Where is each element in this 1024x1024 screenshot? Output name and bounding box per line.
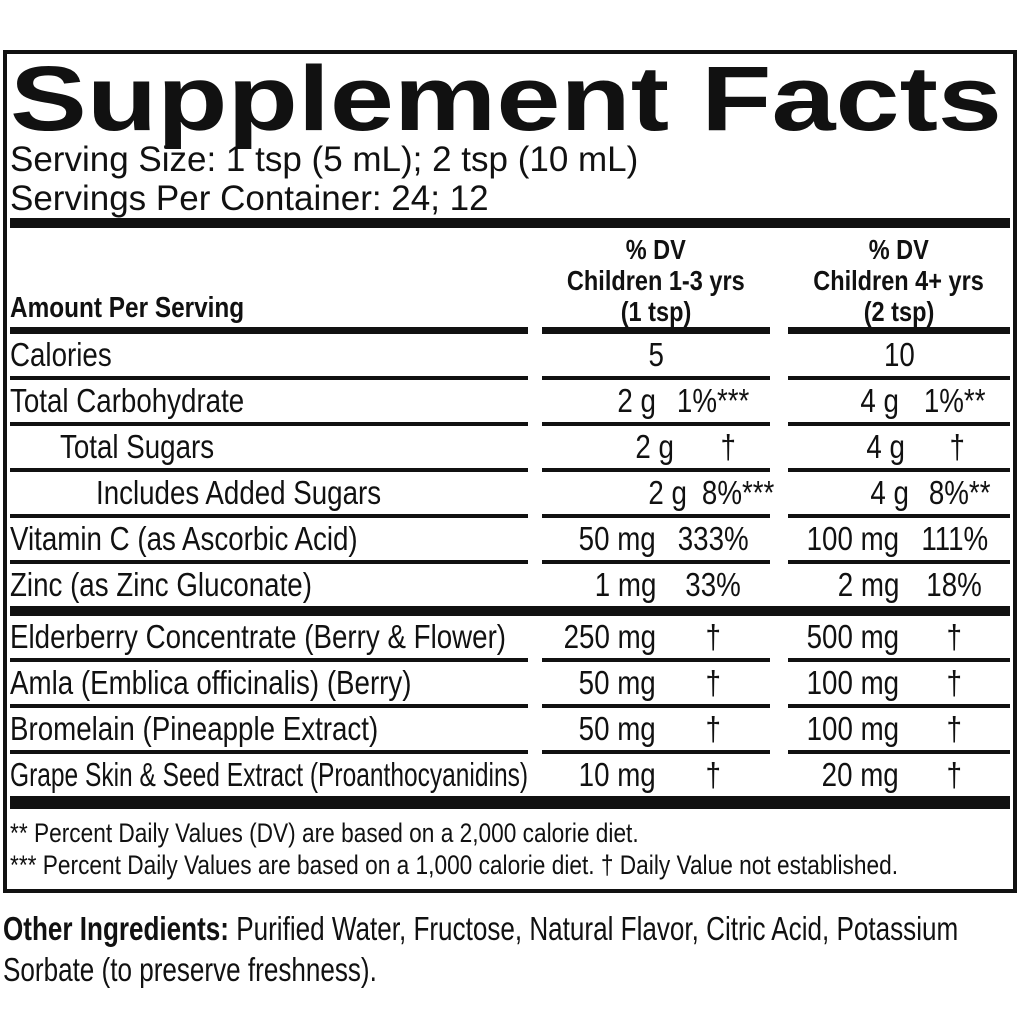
- footnote-1000-calorie: *** Percent Daily Values are based on a …: [10, 850, 898, 880]
- row-dv-1: †: [705, 710, 721, 747]
- row-name: Includes Added Sugars: [96, 474, 382, 511]
- header-rule: [10, 327, 1010, 334]
- row-dv-1: 1%***: [676, 382, 750, 419]
- table-row-zinc: Zinc (as Zinc Gluconate) 1 mg 33% 2 mg 1…: [10, 564, 1010, 606]
- supplement-facts-panel: Supplement Facts Serving Size: 1 tsp (5 …: [3, 48, 1017, 893]
- row-dv-2: †: [946, 664, 963, 701]
- table-row-added-sugars: Includes Added Sugars 2 g 8%*** 4 g 8%**: [10, 472, 1010, 514]
- other-ingredients-label: Other Ingredients:: [3, 910, 229, 947]
- row-amount-1: 1 mg: [594, 566, 656, 603]
- row-amount-2: 2 mg: [837, 566, 899, 603]
- row-dv-2: †: [946, 756, 963, 793]
- amount-per-serving-label: Amount Per Serving: [10, 292, 245, 324]
- row-dv-1: 333%: [677, 520, 749, 557]
- row-name: Total Sugars: [60, 428, 215, 465]
- row-name: Elderberry Concentrate (Berry & Flower): [10, 618, 507, 655]
- other-ingredients-text: Purified Water, Fructose, Natural Flavor…: [3, 910, 959, 988]
- panel-title: Supplement Facts: [10, 48, 1002, 150]
- row-name: Total Carbohydrate: [10, 382, 245, 419]
- row-amount-2: 4 g: [860, 382, 899, 419]
- amount-per-serving-header: Amount Per Serving: [10, 293, 528, 327]
- row-amount-2: 4 g: [865, 428, 905, 465]
- col2-group-label: Children 4+ yrs: [813, 265, 985, 296]
- col2-dose-label: (2 tsp): [863, 296, 935, 327]
- row-rule: [10, 750, 1010, 754]
- row-dv-2: †: [949, 428, 965, 465]
- row-amount-2: 500 mg: [806, 618, 899, 655]
- row-rule: [10, 376, 1010, 380]
- row-dv-1: 33%: [685, 566, 741, 603]
- row-dv-1: †: [705, 664, 721, 701]
- table-row-bromelain: Bromelain (Pineapple Extract) 50 mg † 10…: [10, 708, 1010, 750]
- row-name: Amla (Emblica officinalis) (Berry): [10, 664, 412, 701]
- row-amount-2: 4 g: [870, 474, 909, 511]
- row-amount-2: 20 mg: [821, 756, 899, 793]
- footnote-2000-calorie: ** Percent Daily Values (DV) are based o…: [10, 818, 639, 848]
- row-amount-1: 250 mg: [563, 618, 656, 655]
- table-row-vitamin-c: Vitamin C (as Ascorbic Acid) 50 mg 333% …: [10, 518, 1010, 560]
- serving-size-line: Serving Size: 1 tsp (5 mL); 2 tsp (10 mL…: [10, 140, 639, 179]
- row-rule: [10, 468, 1010, 472]
- row-name: Bromelain (Pineapple Extract): [10, 710, 379, 747]
- row-amount-1: 50 mg: [578, 664, 656, 701]
- row-amount-1: 2 g: [647, 474, 687, 511]
- table-row-grape-skin-seed: Grape Skin & Seed Extract (Proanthocyani…: [10, 754, 1010, 796]
- row-rule: [10, 514, 1010, 518]
- row-dv-2: 111%: [921, 520, 988, 557]
- row-name: Calories: [10, 336, 112, 373]
- row-name: Zinc (as Zinc Gluconate): [10, 566, 312, 603]
- divider-thick-top: [10, 218, 1010, 228]
- row-amount-2: 100 mg: [806, 710, 899, 747]
- row-rule: [10, 422, 1010, 426]
- row-dv-1: †: [705, 756, 721, 793]
- column-header-children-4plus: % DV Children 4+ yrs (2 tsp): [788, 234, 1010, 327]
- row-name: Vitamin C (as Ascorbic Acid): [10, 520, 358, 557]
- table-row-elderberry: Elderberry Concentrate (Berry & Flower) …: [10, 616, 1010, 658]
- row-dv-1: 8%***: [702, 474, 775, 511]
- panel-title-graphic: Supplement Facts: [10, 48, 1002, 150]
- row-dv-2: 1%**: [923, 382, 986, 419]
- row-dv-1: †: [720, 428, 736, 465]
- calories-value-1tsp: 5: [648, 336, 664, 373]
- row-amount-2: 100 mg: [806, 520, 899, 557]
- col2-dv-label: % DV: [868, 234, 930, 265]
- row-rule: [10, 704, 1010, 708]
- row-dv-2: 18%: [926, 566, 983, 603]
- row-amount-1: 50 mg: [578, 710, 656, 747]
- col1-dv-label: % DV: [625, 234, 687, 265]
- row-rule: [10, 560, 1010, 564]
- row-name: Grape Skin & Seed Extract (Proanthocyani…: [10, 756, 529, 793]
- row-dv-2: †: [946, 710, 963, 747]
- table-row-calories: Calories 5 10: [10, 334, 1010, 376]
- col1-group-label: Children 1-3 yrs: [567, 265, 745, 296]
- row-amount-1: 2 g: [617, 382, 656, 419]
- row-amount-1: 2 g: [635, 428, 674, 465]
- col1-dose-label: (1 tsp): [620, 296, 692, 327]
- divider-thick-bottom: [10, 796, 1010, 809]
- table-row-amla: Amla (Emblica officinalis) (Berry) 50 mg…: [10, 662, 1010, 704]
- row-rule: [10, 658, 1010, 662]
- row-dv-2: 8%**: [928, 474, 991, 511]
- row-dv-1: †: [705, 618, 721, 655]
- row-amount-1: 10 mg: [578, 756, 656, 793]
- calories-value-2tsp: 10: [883, 336, 915, 373]
- divider-thick-middle: [10, 606, 1010, 616]
- footnotes: ** Percent Daily Values (DV) are based o…: [10, 817, 1010, 881]
- row-dv-2: †: [946, 618, 963, 655]
- table-row-total-sugars: Total Sugars 2 g † 4 g †: [10, 426, 1010, 468]
- other-ingredients-paragraph: Other Ingredients: Purified Water, Fruct…: [3, 908, 1006, 990]
- table-header: Amount Per Serving % DV Children 1-3 yrs…: [10, 228, 1010, 327]
- column-header-children-1-3: % DV Children 1-3 yrs (1 tsp): [542, 234, 770, 327]
- row-amount-2: 100 mg: [806, 664, 899, 701]
- servings-per-container-line: Servings Per Container: 24; 12: [10, 179, 489, 218]
- row-amount-1: 50 mg: [578, 520, 656, 557]
- table-row-total-carbohydrate: Total Carbohydrate 2 g 1%*** 4 g 1%**: [10, 380, 1010, 422]
